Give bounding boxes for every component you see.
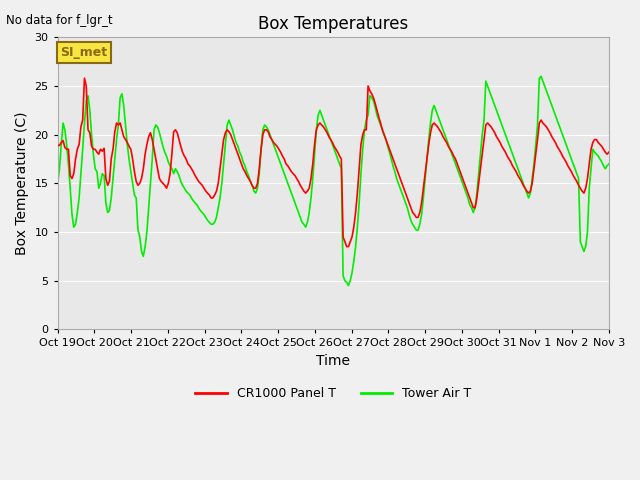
Title: Box Temperatures: Box Temperatures (258, 15, 408, 33)
Text: SI_met: SI_met (60, 46, 108, 59)
Legend: CR1000 Panel T, Tower Air T: CR1000 Panel T, Tower Air T (191, 382, 476, 405)
Text: No data for f_lgr_t: No data for f_lgr_t (6, 14, 113, 27)
X-axis label: Time: Time (316, 354, 350, 368)
Y-axis label: Box Temperature (C): Box Temperature (C) (15, 111, 29, 255)
